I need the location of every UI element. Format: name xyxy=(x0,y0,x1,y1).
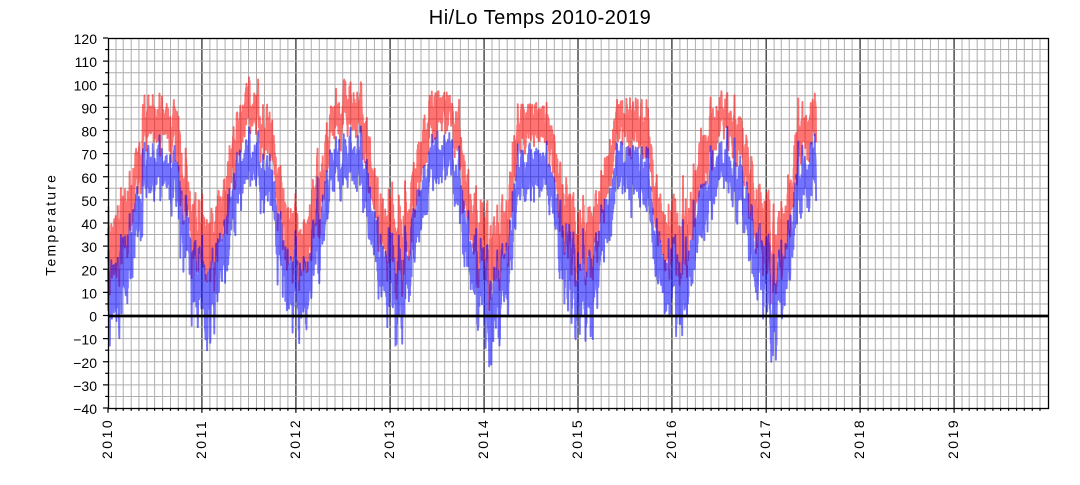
svg-text:2013: 2013 xyxy=(381,418,397,459)
svg-text:80: 80 xyxy=(81,124,97,140)
svg-text:50: 50 xyxy=(81,193,97,209)
svg-text:2017: 2017 xyxy=(757,418,773,459)
svg-text:2010: 2010 xyxy=(99,418,115,459)
svg-text:−10: −10 xyxy=(73,332,97,348)
svg-text:0: 0 xyxy=(89,309,97,325)
svg-text:2018: 2018 xyxy=(851,418,867,459)
svg-text:2011: 2011 xyxy=(193,419,209,459)
svg-text:120: 120 xyxy=(74,31,98,47)
svg-text:2016: 2016 xyxy=(663,418,679,459)
svg-text:20: 20 xyxy=(81,262,97,278)
svg-text:110: 110 xyxy=(75,54,98,70)
svg-text:−40: −40 xyxy=(73,401,97,417)
svg-text:90: 90 xyxy=(81,100,97,116)
svg-text:70: 70 xyxy=(81,147,97,163)
svg-text:Temperature: Temperature xyxy=(43,173,59,276)
svg-text:2015: 2015 xyxy=(569,418,585,459)
svg-text:Hi/Lo Temps 2010-2019: Hi/Lo Temps 2010-2019 xyxy=(429,7,652,29)
svg-text:2014: 2014 xyxy=(475,418,491,459)
svg-text:−30: −30 xyxy=(73,378,97,394)
svg-text:−20: −20 xyxy=(73,355,97,371)
svg-text:30: 30 xyxy=(81,239,97,255)
svg-text:100: 100 xyxy=(74,77,98,93)
svg-text:10: 10 xyxy=(81,285,97,301)
svg-text:60: 60 xyxy=(81,170,97,186)
svg-text:40: 40 xyxy=(81,216,97,232)
svg-text:2012: 2012 xyxy=(287,418,303,459)
svg-text:2019: 2019 xyxy=(945,418,961,459)
